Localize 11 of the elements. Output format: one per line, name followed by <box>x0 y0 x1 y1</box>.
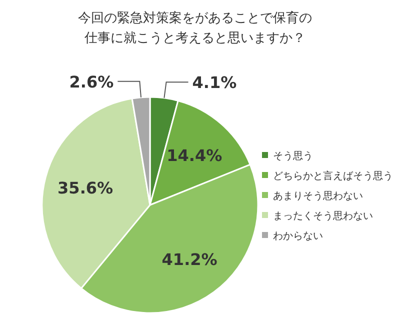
data-label: 41.2% <box>162 250 218 270</box>
legend-label: あまりそう思わない <box>273 191 363 202</box>
data-label: 4.1% <box>192 73 237 92</box>
chart-title: 今回の緊急対策案をがあることで保育の仕事に就こうと考えると思いますか？ <box>78 10 312 46</box>
data-label: 2.6% <box>69 72 114 92</box>
data-label: 14.4% <box>166 146 222 165</box>
legend-label: そう思う <box>273 151 313 162</box>
data-label: 35.6% <box>58 178 114 198</box>
legend-label: まったくそう思わない <box>273 211 373 222</box>
legend-label: わからない <box>273 231 323 242</box>
legend-label: どちらかと言えばそう思う <box>273 170 393 182</box>
